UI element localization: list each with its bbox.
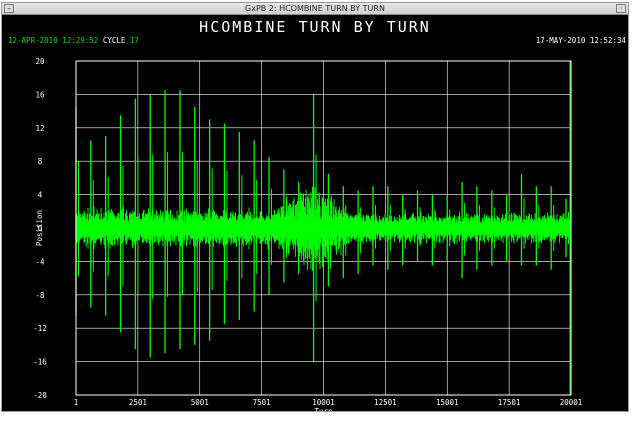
plot-title: HCOMBINE TURN BY TURN [199, 18, 431, 36]
x-tick-label: 20001 [560, 398, 583, 407]
y-axis-label: Position [35, 210, 44, 246]
y-tick-label: -8 [35, 291, 45, 300]
y-tick-label: 0 [38, 224, 43, 233]
y-tick-label: 12 [35, 124, 44, 133]
plot-frame [75, 60, 572, 396]
window-close-button[interactable]: · [616, 4, 626, 13]
cycle-label: CYCLE [102, 36, 126, 45]
x-tick-label: 17501 [498, 398, 521, 407]
y-tick-label: 4 [38, 191, 43, 200]
end-timestamp: 17-MAY-2010 12:52:34 [536, 36, 626, 45]
start-date: 12-APR-2010 12:29:52 [8, 36, 99, 45]
end-date: 17-MAY-2010 12:52:34 [535, 36, 626, 45]
x-tick-label: 10001 [312, 398, 335, 407]
x-tick-label: 15001 [436, 398, 459, 407]
window-title: GxPB 2: HCOMBINE TURN BY TURN [245, 4, 385, 13]
x-tick-label: 7501 [253, 398, 271, 407]
y-tick-label: -4 [35, 257, 45, 266]
y-tick-label: -20 [33, 391, 47, 400]
y-tick-label: -12 [33, 324, 47, 333]
start-timestamp: 12-APR-2010 12:29:52 CYCLE 17 [8, 36, 139, 45]
y-tick-label: 20 [35, 57, 45, 66]
lower-blank-area [0, 412, 634, 437]
x-tick-label: 2501 [129, 398, 147, 407]
y-tick-label: -16 [33, 358, 47, 367]
y-tick-label: 8 [38, 157, 43, 166]
x-axis-label: Turn [314, 407, 332, 411]
window-titlebar[interactable]: – GxPB 2: HCOMBINE TURN BY TURN · [2, 3, 628, 15]
window-menu-button[interactable]: – [4, 4, 14, 13]
plot-window: – GxPB 2: HCOMBINE TURN BY TURN · HCOMBI… [1, 2, 629, 412]
x-tick-label: 5001 [191, 398, 209, 407]
x-tick-label: 1 [74, 398, 79, 407]
cycle-value: 17 [129, 36, 139, 45]
y-tick-label: 16 [35, 90, 45, 99]
x-tick-label: 12501 [374, 398, 397, 407]
